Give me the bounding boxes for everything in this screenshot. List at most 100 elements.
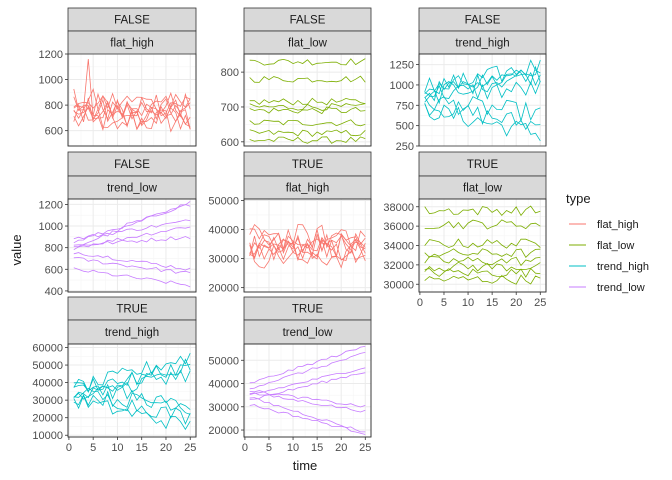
panel-false-flat_low: FALSE flat_low 600 700 800 xyxy=(221,7,372,149)
legend: type flat_high flat_low trend_high trend_lo… xyxy=(566,191,649,294)
x-tick-label: 20 xyxy=(160,442,172,454)
series-line-flat_high xyxy=(249,228,366,255)
y-tick-label: 800 xyxy=(45,243,63,255)
series-line-flat_high xyxy=(249,238,366,264)
series-line-trend_high xyxy=(424,103,541,142)
x-tick-label: 0 xyxy=(417,297,423,309)
y-tick-label: 36000 xyxy=(383,221,414,233)
strip-top xyxy=(418,151,547,177)
x-tick-label: 5 xyxy=(90,442,96,454)
strip-bottom-label: trend_low xyxy=(283,327,334,339)
panel-true-trend_high: TRUE trend_high 10000 20000 30000 40000 50000 6… xyxy=(32,296,197,454)
y-tick-label: 700 xyxy=(221,102,239,114)
strip-top-label: FALSE xyxy=(114,159,150,171)
y-axis-title: value xyxy=(9,234,24,265)
panel-border xyxy=(67,53,197,147)
series-line-flat_high xyxy=(73,87,191,117)
strip-bottom-label: flat_high xyxy=(110,38,153,50)
series-line-trend_high xyxy=(424,69,541,95)
y-tick-label: 1250 xyxy=(390,60,414,72)
facet-panels: FALSEflat_high60080010001200FALSEflat_lo… xyxy=(32,7,547,454)
series-line-trend_low xyxy=(249,390,366,408)
panel-background xyxy=(67,198,197,293)
series-line-flat_low xyxy=(249,106,366,115)
series-line-flat_high xyxy=(73,93,191,120)
y-tick-label: 400 xyxy=(45,286,63,298)
strip-bottom xyxy=(67,319,197,345)
panel-border xyxy=(243,343,372,438)
series-line-trend_high xyxy=(424,80,541,103)
panel-false-trend_low: FALSE trend_low 400 600 800 1000 1200 xyxy=(39,151,197,298)
panel-background xyxy=(243,343,372,438)
series-line-flat_low xyxy=(249,136,366,144)
y-tick-label: 40000 xyxy=(208,379,239,391)
series-line-flat_low xyxy=(424,219,541,230)
series-line-trend_low xyxy=(73,236,191,246)
strip-bottom-label: flat_low xyxy=(288,38,328,50)
x-tick-label: 10 xyxy=(287,442,299,454)
series-line-flat_low xyxy=(249,58,366,66)
panel-false-trend_high: FALSE trend_high 250 500 750 1000 1250 xyxy=(390,7,547,153)
x-axis-title: time xyxy=(293,458,318,473)
legend-title: type xyxy=(566,191,591,206)
strip-top-label: TRUE xyxy=(292,304,324,316)
y-tick-label: 30000 xyxy=(208,402,239,414)
x-tick-label: 15 xyxy=(136,442,148,454)
series-line-flat_high xyxy=(73,95,191,125)
y-tick-label: 50000 xyxy=(208,355,239,367)
y-tick-label: 38000 xyxy=(383,202,414,214)
y-tick-label: 1200 xyxy=(39,199,63,211)
series-line-trend_high xyxy=(73,383,191,415)
x-tick-label: 10 xyxy=(111,442,123,454)
y-tick-label: 20000 xyxy=(32,413,63,425)
x-tick-label: 20 xyxy=(335,442,347,454)
series-line-trend_low xyxy=(73,267,191,288)
y-tick-label: 600 xyxy=(45,126,63,138)
series-line-flat_low xyxy=(249,129,366,137)
strip-bottom-label: trend_low xyxy=(107,183,158,195)
series-line-trend_low xyxy=(73,226,191,250)
series-line-trend_low xyxy=(249,346,366,384)
x-tick-label: 0 xyxy=(66,442,72,454)
series-line-trend_low xyxy=(249,404,366,435)
y-tick-label: 30000 xyxy=(208,254,239,266)
y-tick-label: 50000 xyxy=(32,360,63,372)
series-line-flat_low xyxy=(249,119,366,127)
y-tick-label: 1000 xyxy=(390,80,414,92)
panel-border xyxy=(418,53,547,147)
y-tick-label: 600 xyxy=(221,137,239,149)
strip-bottom-label: trend_high xyxy=(455,38,509,50)
y-tick-label: 800 xyxy=(45,100,63,112)
series-line-flat_low xyxy=(424,261,541,272)
series-line-trend_low xyxy=(249,352,366,390)
x-tick-label: 25 xyxy=(184,442,196,454)
panel-false-flat_high: FALSE flat_high 600 800 1000 1200 xyxy=(39,7,197,147)
y-tick-label: 34000 xyxy=(383,241,414,253)
y-tick-label: 250 xyxy=(396,141,414,153)
series-line-flat_high xyxy=(249,234,366,261)
series-line-trend_high xyxy=(424,59,541,105)
series-line-trend_high xyxy=(73,369,191,393)
y-tick-label: 10000 xyxy=(32,430,63,442)
x-tick-label: 5 xyxy=(266,442,272,454)
series-line-trend_low xyxy=(249,367,366,395)
x-tick-label: 25 xyxy=(534,297,546,309)
strip-top-label: TRUE xyxy=(116,304,148,316)
panel-true-flat_high: TRUE flat_high 20000 30000 40000 50000 xyxy=(208,151,372,295)
x-tick-label: 5 xyxy=(441,297,447,309)
series-line-trend_high xyxy=(424,96,541,123)
y-tick-label: 40000 xyxy=(208,225,239,237)
series-line-flat_low xyxy=(249,97,366,106)
series-line-trend_low xyxy=(73,257,191,274)
legend-label-trend_low: trend_low xyxy=(597,282,645,294)
series-line-trend_high xyxy=(424,65,541,102)
panel-true-trend_low: TRUE trend_low 20000 30000 40000 50000 0 5 10 15 2… xyxy=(208,296,372,454)
x-tick-label: 25 xyxy=(359,442,371,454)
strip-bottom-label: flat_low xyxy=(463,183,503,195)
series-line-trend_high xyxy=(73,387,191,425)
y-tick-label: 50000 xyxy=(208,195,239,207)
panel-true-flat_low: TRUE flat_low 30000 32000 34000 36000 38000 0 5 1… xyxy=(383,151,547,309)
x-tick-label: 15 xyxy=(486,297,498,309)
y-tick-label: 750 xyxy=(396,100,414,112)
